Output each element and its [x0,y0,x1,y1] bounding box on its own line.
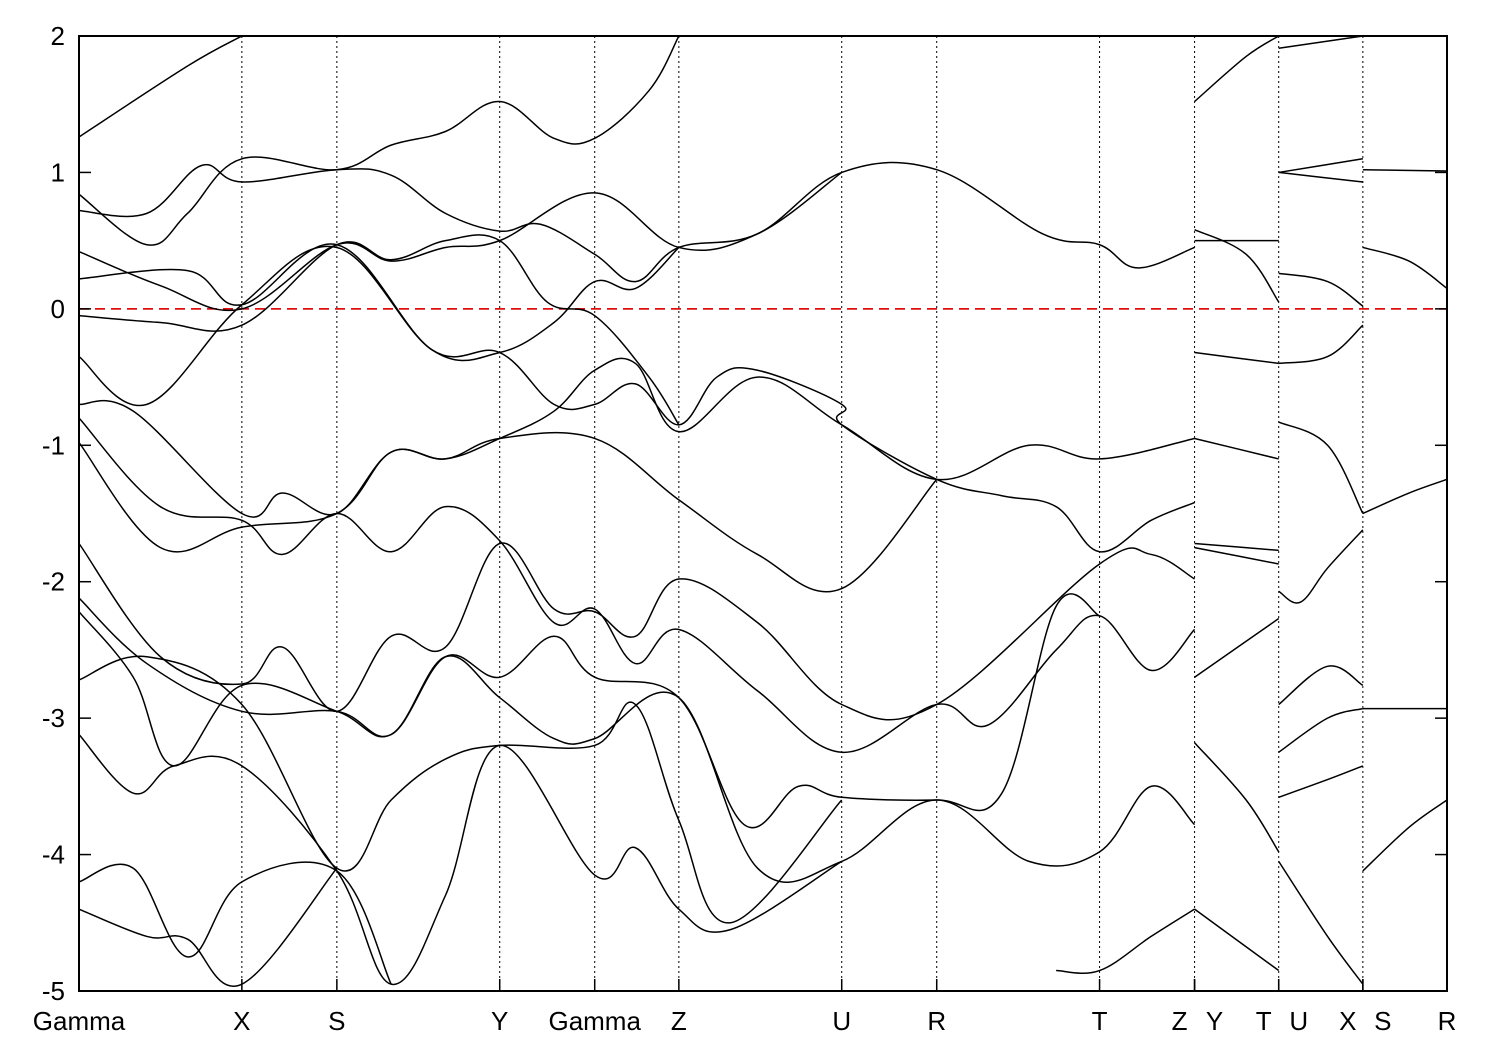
x-tick-label: R [1438,1006,1457,1036]
band-line [79,417,1196,754]
x-tick-label: S [328,1006,345,1036]
band-line [1278,707,1364,753]
band-line [1194,742,1280,853]
band-line [1278,529,1364,604]
band-line [1278,36,1363,50]
y-tick-label: -5 [42,976,65,1006]
band-line [1278,158,1363,174]
band-line [1278,324,1364,365]
band-line [79,171,843,312]
band-line [79,593,1100,829]
x-tick-label: U [832,1006,851,1036]
band-line [79,867,338,987]
x-tick-label: Y [1206,1006,1223,1036]
y-tick-label: 2 [51,21,65,51]
x-tick-label: Gamma [548,1006,641,1036]
band-line [1194,229,1280,303]
plot-frame [78,35,1448,992]
band-line [79,542,1195,721]
band-line [79,161,1195,283]
y-tick-label: -1 [42,430,65,460]
band-line [1278,272,1364,307]
y-tick-label: -3 [42,703,65,733]
x-tick-label: Z [671,1006,687,1036]
x-tick-label: R [927,1006,946,1036]
band-line [1194,542,1279,552]
band-line [79,36,243,138]
x-tick-label: T [1092,1006,1108,1036]
band-line [1194,351,1279,365]
band-line [1194,36,1280,103]
band-line [1278,171,1363,183]
band-line [1362,168,1447,172]
band-line [79,357,1195,518]
x-tick-label: Gamma [33,1006,126,1036]
x-tick-label: Y [491,1006,508,1036]
band-line [1362,478,1447,515]
band-line [79,861,392,985]
band-line [79,734,843,985]
y-tick-label: 0 [51,294,65,324]
x-axis: Gamma X S Y Gamma Z U R T Z Y T U X S R [33,979,1457,1036]
x-tick-label: T [1256,1006,1272,1036]
band-line [1278,421,1364,514]
band-line [1194,908,1280,972]
y-axis: -5 -4 -3 -2 -1 0 1 2 [42,21,1447,1006]
band-line [79,243,680,362]
band-line [1194,546,1279,565]
band-line [1362,246,1447,289]
band-line [79,234,680,426]
x-tick-label: X [1339,1006,1356,1036]
band-line [79,36,680,246]
band-line [1278,665,1364,706]
band-line [79,655,843,924]
band-line [1278,860,1364,985]
y-tick-label: -4 [42,840,65,870]
band-line [79,245,1195,553]
band-line [79,431,938,593]
y-tick-label: -2 [42,567,65,597]
band-line [1362,799,1447,872]
band-line [1278,765,1364,798]
band-line [1194,617,1280,678]
x-tick-label: X [233,1006,250,1036]
band-line [1194,437,1279,460]
band-line [1056,908,1195,974]
x-tick-label: U [1289,1006,1308,1036]
k-point-dividers [241,36,1364,991]
band-line [79,611,1196,884]
x-tick-label: Z [1172,1006,1188,1036]
band-lines [79,36,1447,987]
x-tick-label: S [1374,1006,1391,1036]
y-tick-label: 1 [51,157,65,187]
